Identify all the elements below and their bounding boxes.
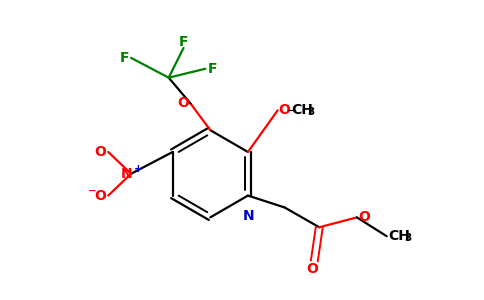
Text: O: O <box>306 262 318 276</box>
Text: +: + <box>134 164 143 174</box>
Text: −: − <box>287 105 297 118</box>
Text: F: F <box>120 51 129 65</box>
Text: F: F <box>179 35 188 49</box>
Text: 3: 3 <box>307 107 315 117</box>
Text: N: N <box>121 167 132 181</box>
Text: F: F <box>207 62 217 76</box>
Text: O: O <box>279 103 290 117</box>
Text: O: O <box>94 145 106 159</box>
Text: N: N <box>243 209 255 224</box>
Text: 3: 3 <box>405 233 412 243</box>
Text: −: − <box>88 186 96 196</box>
Text: O: O <box>94 189 106 202</box>
Text: O: O <box>358 210 370 224</box>
Text: O: O <box>178 96 190 110</box>
Text: CH: CH <box>291 103 314 117</box>
Text: CH: CH <box>389 229 410 243</box>
